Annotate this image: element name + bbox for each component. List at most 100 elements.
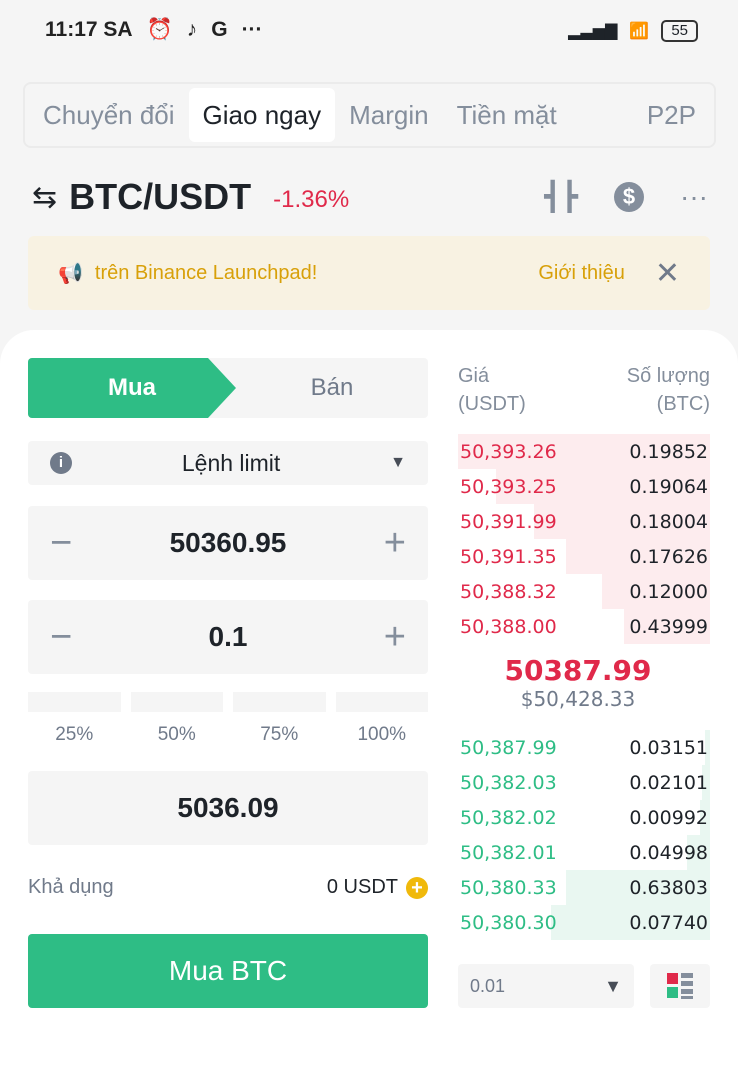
order-type-select[interactable]: i Lệnh limit ▼ <box>28 441 428 485</box>
trade-tabs: Chuyển đổi Giao ngay Margin Tiền mặt P2P <box>23 82 716 148</box>
add-funds-icon[interactable]: + <box>406 876 428 899</box>
minus-icon[interactable]: − <box>50 521 73 564</box>
row-qty: 0.04998 <box>629 841 708 864</box>
pair-name[interactable]: BTC/USDT <box>69 176 252 217</box>
row-price: 50,391.35 <box>460 545 557 568</box>
total-input[interactable]: 5036.09 <box>177 792 279 823</box>
tab-0[interactable]: Chuyển đổi <box>43 100 175 130</box>
available-value: 0 USDT <box>326 876 398 898</box>
qty-header: Số lượng (BTC) <box>626 365 710 415</box>
amount-stepper: − 0.1 + <box>28 600 428 674</box>
tab-1[interactable]: Giao ngay <box>188 88 336 142</box>
buy-btc-button[interactable]: Mua BTC <box>28 934 428 1008</box>
row-price: 50,388.00 <box>460 615 557 638</box>
ask-row[interactable]: 50,388.00 0.43999 <box>458 609 710 644</box>
tab-3[interactable]: Tiền mặt <box>456 100 557 130</box>
alarm-icon: ⏰ <box>146 18 173 41</box>
ask-row[interactable]: 50,393.26 0.19852 <box>458 434 710 469</box>
chevron-down-icon: ▼ <box>390 454 406 471</box>
wifi-icon: 📶 <box>629 23 650 40</box>
dollar-icon[interactable]: $ <box>614 181 645 212</box>
bids-list: 50,387.99 0.03151 50,382.03 0.02101 50,382.0… <box>458 730 710 940</box>
row-price: 50,382.01 <box>460 841 557 864</box>
buy-sell-toggle: Mua Bán <box>28 358 428 418</box>
close-icon[interactable]: ✕ <box>654 256 680 290</box>
percent-50[interactable]: 50% <box>131 692 224 746</box>
row-qty: 0.17626 <box>629 545 708 568</box>
plus-icon[interactable]: + <box>383 521 406 564</box>
percent-75[interactable]: 75% <box>233 692 326 746</box>
candlestick-chart-icon[interactable]: ┫┣ <box>544 181 579 212</box>
depth-bar <box>495 469 710 504</box>
precision-value: 0.01 <box>470 975 506 996</box>
ask-row[interactable]: 50,391.99 0.18004 <box>458 504 710 539</box>
percent-100[interactable]: 100% <box>336 692 429 746</box>
bid-row[interactable]: 50,382.01 0.04998 <box>458 835 710 870</box>
banner-text: trên Binance Launchpad! <box>94 261 318 284</box>
signal-icon: ▂▃▅▇ <box>568 23 618 40</box>
ask-row[interactable]: 50,391.35 0.17626 <box>458 539 710 574</box>
precision-select[interactable]: 0.01 ▼ <box>458 964 634 1008</box>
row-qty: 0.07740 <box>629 911 708 934</box>
orderbook-header: Giá (USDT) Số lượng (BTC) <box>458 362 710 418</box>
bid-row[interactable]: 50,387.99 0.03151 <box>458 730 710 765</box>
battery-icon: 55 <box>661 20 698 42</box>
row-price: 50,393.26 <box>460 440 557 463</box>
last-price[interactable]: 50387.99 <box>504 654 652 687</box>
order-type: Lệnh limit <box>181 449 281 476</box>
depth-bar <box>704 730 710 765</box>
sell-tab[interactable]: Bán <box>310 374 354 401</box>
amount-input[interactable]: 0.1 <box>208 621 248 652</box>
tiktok-icon: ♪ <box>186 18 198 41</box>
depth-bar <box>551 905 710 940</box>
row-qty: 0.63803 <box>629 876 708 899</box>
percent-25[interactable]: 25% <box>28 692 121 746</box>
row-qty: 0.02101 <box>629 771 708 794</box>
plus-icon[interactable]: + <box>383 615 406 658</box>
row-qty: 0.43999 <box>629 615 708 638</box>
bid-row[interactable]: 50,382.03 0.02101 <box>458 765 710 800</box>
buy-tab[interactable]: Mua <box>28 358 236 418</box>
asks-list: 50,393.26 0.19852 50,393.25 0.19064 50,391.9… <box>458 434 710 644</box>
pair-header: ⇆ BTC/USDT -1.36% <box>32 176 349 218</box>
last-price-block: 50387.99 $50,428.33 <box>458 654 698 711</box>
bid-row[interactable]: 50,380.30 0.07740 <box>458 905 710 940</box>
row-qty: 0.18004 <box>629 510 708 533</box>
row-price: 50,382.02 <box>460 806 557 829</box>
bid-row[interactable]: 50,380.33 0.63803 <box>458 870 710 905</box>
swap-icon[interactable]: ⇆ <box>32 180 58 214</box>
price-change: -1.36% <box>273 186 350 213</box>
banner-link[interactable]: Giới thiệu <box>538 261 625 284</box>
more-icon[interactable]: ··· <box>680 180 708 212</box>
last-price-usd: $50,428.33 <box>520 687 636 711</box>
bid-row[interactable]: 50,382.02 0.00992 <box>458 800 710 835</box>
depth-bar <box>566 870 710 905</box>
orderbook-layout-button[interactable] <box>650 964 710 1008</box>
depth-bar <box>702 765 710 800</box>
minus-icon[interactable]: − <box>50 615 73 658</box>
info-icon[interactable]: i <box>50 452 72 474</box>
available-label: Khả dụng <box>28 876 114 898</box>
depth-bar <box>458 434 710 469</box>
layout-icon <box>667 973 693 999</box>
row-qty: 0.12000 <box>629 580 708 603</box>
row-qty: 0.03151 <box>629 736 708 759</box>
price-stepper: − 50360.95 + <box>28 506 428 580</box>
ask-row[interactable]: 50,388.32 0.12000 <box>458 574 710 609</box>
depth-bar <box>533 504 710 539</box>
price-input[interactable]: 50360.95 <box>169 527 287 558</box>
row-price: 50,393.25 <box>460 475 557 498</box>
row-price: 50,388.32 <box>460 580 557 603</box>
row-qty: 0.19852 <box>629 440 708 463</box>
ask-row[interactable]: 50,393.25 0.19064 <box>458 469 710 504</box>
more-notifications-icon: ··· <box>241 18 263 41</box>
tab-4[interactable]: P2P <box>646 100 696 130</box>
price-header: Giá (USDT) <box>458 365 526 415</box>
row-price: 50,380.33 <box>460 876 557 899</box>
status-right: ▂▃▅▇ 📶 55 <box>568 20 698 42</box>
depth-bar <box>699 800 710 835</box>
tab-2[interactable]: Margin <box>349 100 429 130</box>
total-field[interactable]: 5036.09 <box>28 771 428 845</box>
depth-bar <box>687 835 710 870</box>
depth-bar <box>624 609 710 644</box>
